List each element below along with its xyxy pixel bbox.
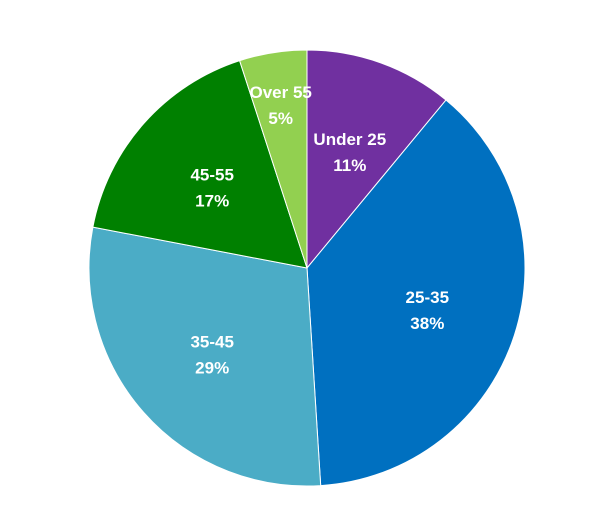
pie-label-category: 25-35 [406, 288, 449, 307]
pie-label-under-25: Under 25 11% [313, 130, 386, 175]
pie-slice-35-45 [88, 226, 322, 487]
pie-label-percent: 11% [333, 156, 366, 175]
pie-label-percent: 29% [195, 359, 229, 378]
pie-labels: Under 25 11% 25-35 38% 35-45 29% 45-55 17% Over … [190, 83, 449, 377]
pie-label-category: Over 55 [250, 83, 312, 102]
pie-label-over-55: Over 55 5% [250, 83, 312, 128]
pie-slice-over-55 [238, 49, 308, 269]
pie-slice-45-55 [92, 60, 308, 269]
pie-slice-25-35 [306, 99, 526, 487]
pie-label-category: 35-45 [190, 333, 233, 352]
pie-slices [88, 49, 526, 487]
pie-label-category: 45-55 [190, 165, 233, 184]
pie-label-percent: 17% [195, 191, 229, 210]
pie-label-percent: 5% [268, 109, 293, 128]
pie-label-percent: 38% [410, 314, 444, 333]
pie-label-45-55: 45-55 17% [190, 165, 233, 210]
pie-label-35-45: 35-45 29% [190, 333, 233, 378]
pie-label-category: Under 25 [313, 130, 386, 149]
pie-slice-under-25 [306, 49, 447, 270]
pie-label-25-35: 25-35 38% [406, 288, 449, 333]
